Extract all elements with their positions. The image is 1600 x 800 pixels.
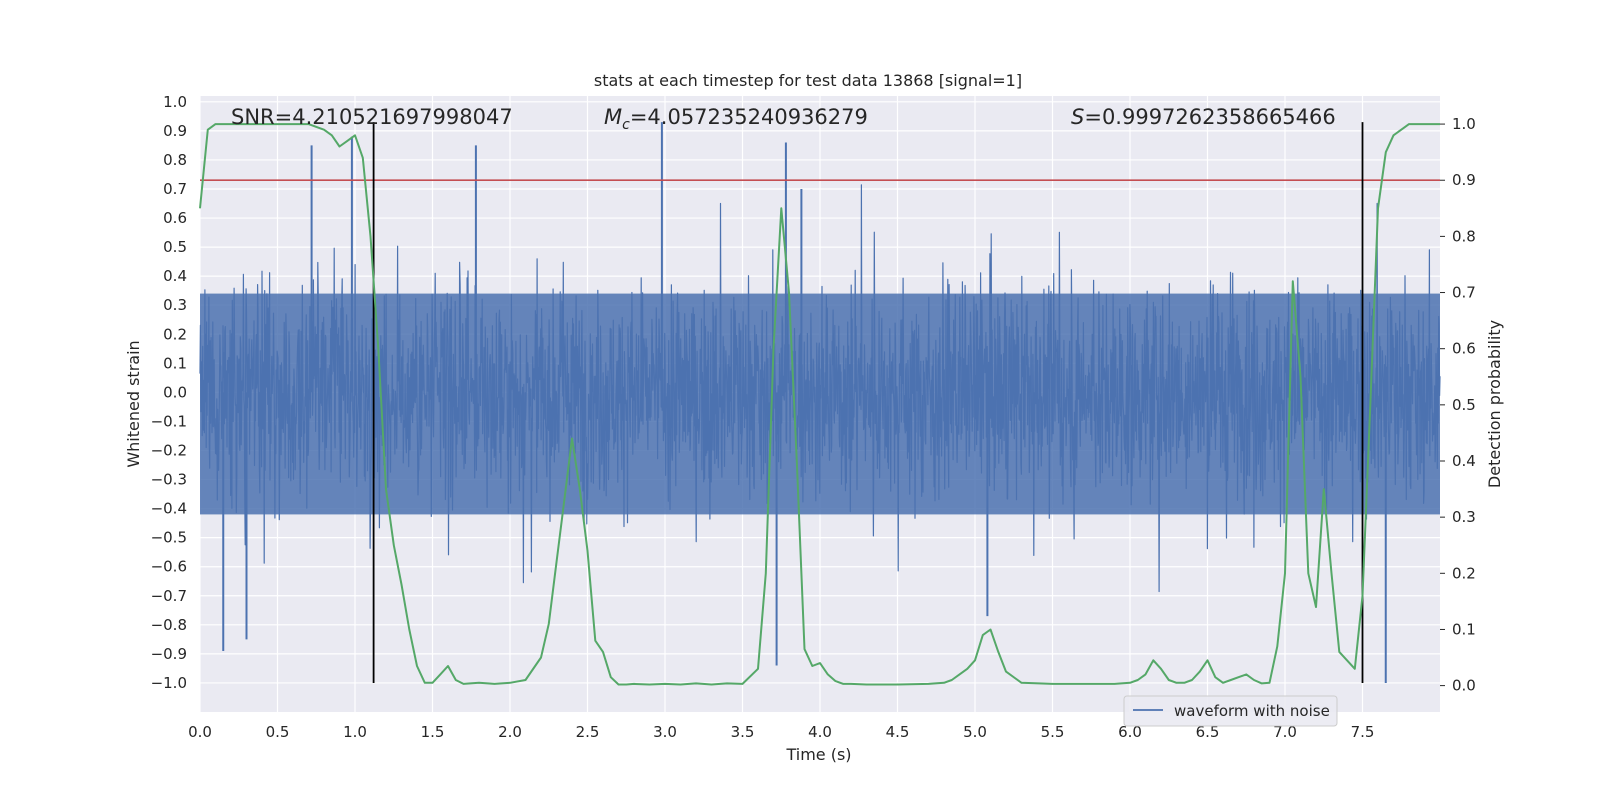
y-axis-ticks: 1.0 0.9 0.8 0.7 0.6 0.5 0.4 0.3 0.2 0.1 0.0 −0.1 −0.…	[151, 93, 187, 692]
x-tick-label: 3.5	[731, 723, 755, 741]
waveform-core-band	[200, 293, 1440, 515]
x-tick-label: 5.5	[1041, 723, 1065, 741]
y-tick-label: −0.8	[151, 616, 187, 634]
y-tick-label: −0.4	[151, 500, 187, 518]
waveform-series	[199, 184, 1441, 593]
y-tick-label: 0.6	[163, 209, 187, 227]
y-tick-label: 0.3	[163, 296, 187, 314]
x-tick-label: 1.5	[421, 723, 445, 741]
y-tick-label: −0.9	[151, 645, 187, 663]
x-tick-label: 6.0	[1118, 723, 1142, 741]
x-tick-label: 7.0	[1273, 723, 1297, 741]
y-tick-label: 0.2	[163, 325, 187, 343]
y2-tick-label: 0.3	[1452, 508, 1476, 526]
x-axis-label: Time (s)	[785, 745, 851, 764]
y2-tick-label: 0.8	[1452, 227, 1476, 245]
score-annotation: S=0.9997262358665466	[1071, 105, 1336, 129]
snr-annotation: SNR=4.210521697998047	[231, 105, 513, 129]
y2-tick-label: 1.0	[1452, 115, 1476, 133]
y2-axis-label: Detection probability	[1485, 320, 1504, 488]
legend-box	[1123, 695, 1338, 727]
legend-label: waveform with noise	[1174, 702, 1330, 720]
y-tick-label: 0.7	[163, 180, 187, 198]
chart-title: stats at each timestep for test data 138…	[594, 71, 1022, 90]
y2-tick-label: 0.0	[1452, 677, 1476, 695]
x-tick-label: 4.5	[886, 723, 910, 741]
y2-tick-label: 0.1	[1452, 620, 1476, 638]
y-tick-label: −0.6	[151, 558, 187, 576]
chirp-mass-annotation: Mc=4.057235240936279	[604, 105, 868, 133]
x-axis-ticks: 0.0 0.5 1.0 1.5 2.0 2.5 3.0 3.5 4.0 4.5 5.0 5.5 6.0 6…	[188, 723, 1374, 741]
score-value: =0.9997262358665466	[1084, 105, 1335, 129]
y-tick-label: −1.0	[151, 674, 187, 692]
x-tick-label: 6.5	[1196, 723, 1220, 741]
y2-tick-label: 0.6	[1452, 340, 1476, 358]
y2-tick-label: 0.4	[1452, 452, 1476, 470]
y-tick-label: 0.8	[163, 151, 187, 169]
x-tick-label: 1.0	[343, 723, 367, 741]
x-tick-label: 0.0	[188, 723, 212, 741]
x-tick-label: 4.0	[808, 723, 832, 741]
y-tick-label: 0.4	[163, 267, 187, 285]
y-tick-label: −0.5	[151, 529, 187, 547]
legend: waveform with noise	[1123, 695, 1338, 727]
detection-probability-line	[199, 123, 1440, 686]
y-tick-label: 0.1	[163, 354, 187, 372]
waveform-peaks	[222, 122, 1387, 683]
y-tick-label: 0.0	[163, 383, 187, 401]
y2-axis-ticks: 1.0 0.9 0.8 0.7 0.6 0.5 0.4 0.3 0.2 0.1 0.0	[1440, 115, 1476, 695]
x-tick-label: 0.5	[266, 723, 290, 741]
y-tick-label: 1.0	[163, 93, 187, 111]
y-tick-label: −0.7	[151, 587, 187, 605]
x-tick-label: 2.0	[498, 723, 522, 741]
detection-probability-series	[199, 123, 1440, 686]
chirp-mass-symbol: M	[604, 105, 622, 129]
chirp-mass-subscript: c	[622, 117, 630, 133]
x-tick-label: 2.5	[576, 723, 600, 741]
x-tick-label: 3.0	[653, 723, 677, 741]
y-tick-label: −0.3	[151, 471, 187, 489]
y2-tick-label: 0.7	[1452, 284, 1476, 302]
y2-tick-label: 0.2	[1452, 564, 1476, 582]
y2-tick-label: 0.9	[1452, 171, 1476, 189]
y-axis-label: Whitened strain	[124, 340, 143, 467]
y-tick-label: 0.5	[163, 238, 187, 256]
y-tick-label: −0.1	[151, 412, 187, 430]
x-tick-label: 5.0	[963, 723, 987, 741]
y2-tick-label: 0.5	[1452, 396, 1476, 414]
y-tick-label: −0.2	[151, 441, 187, 459]
x-tick-label: 7.5	[1351, 723, 1375, 741]
chirp-mass-value: =4.057235240936279	[630, 105, 868, 129]
score-symbol: S	[1071, 105, 1084, 129]
y-tick-label: 0.9	[163, 122, 187, 140]
